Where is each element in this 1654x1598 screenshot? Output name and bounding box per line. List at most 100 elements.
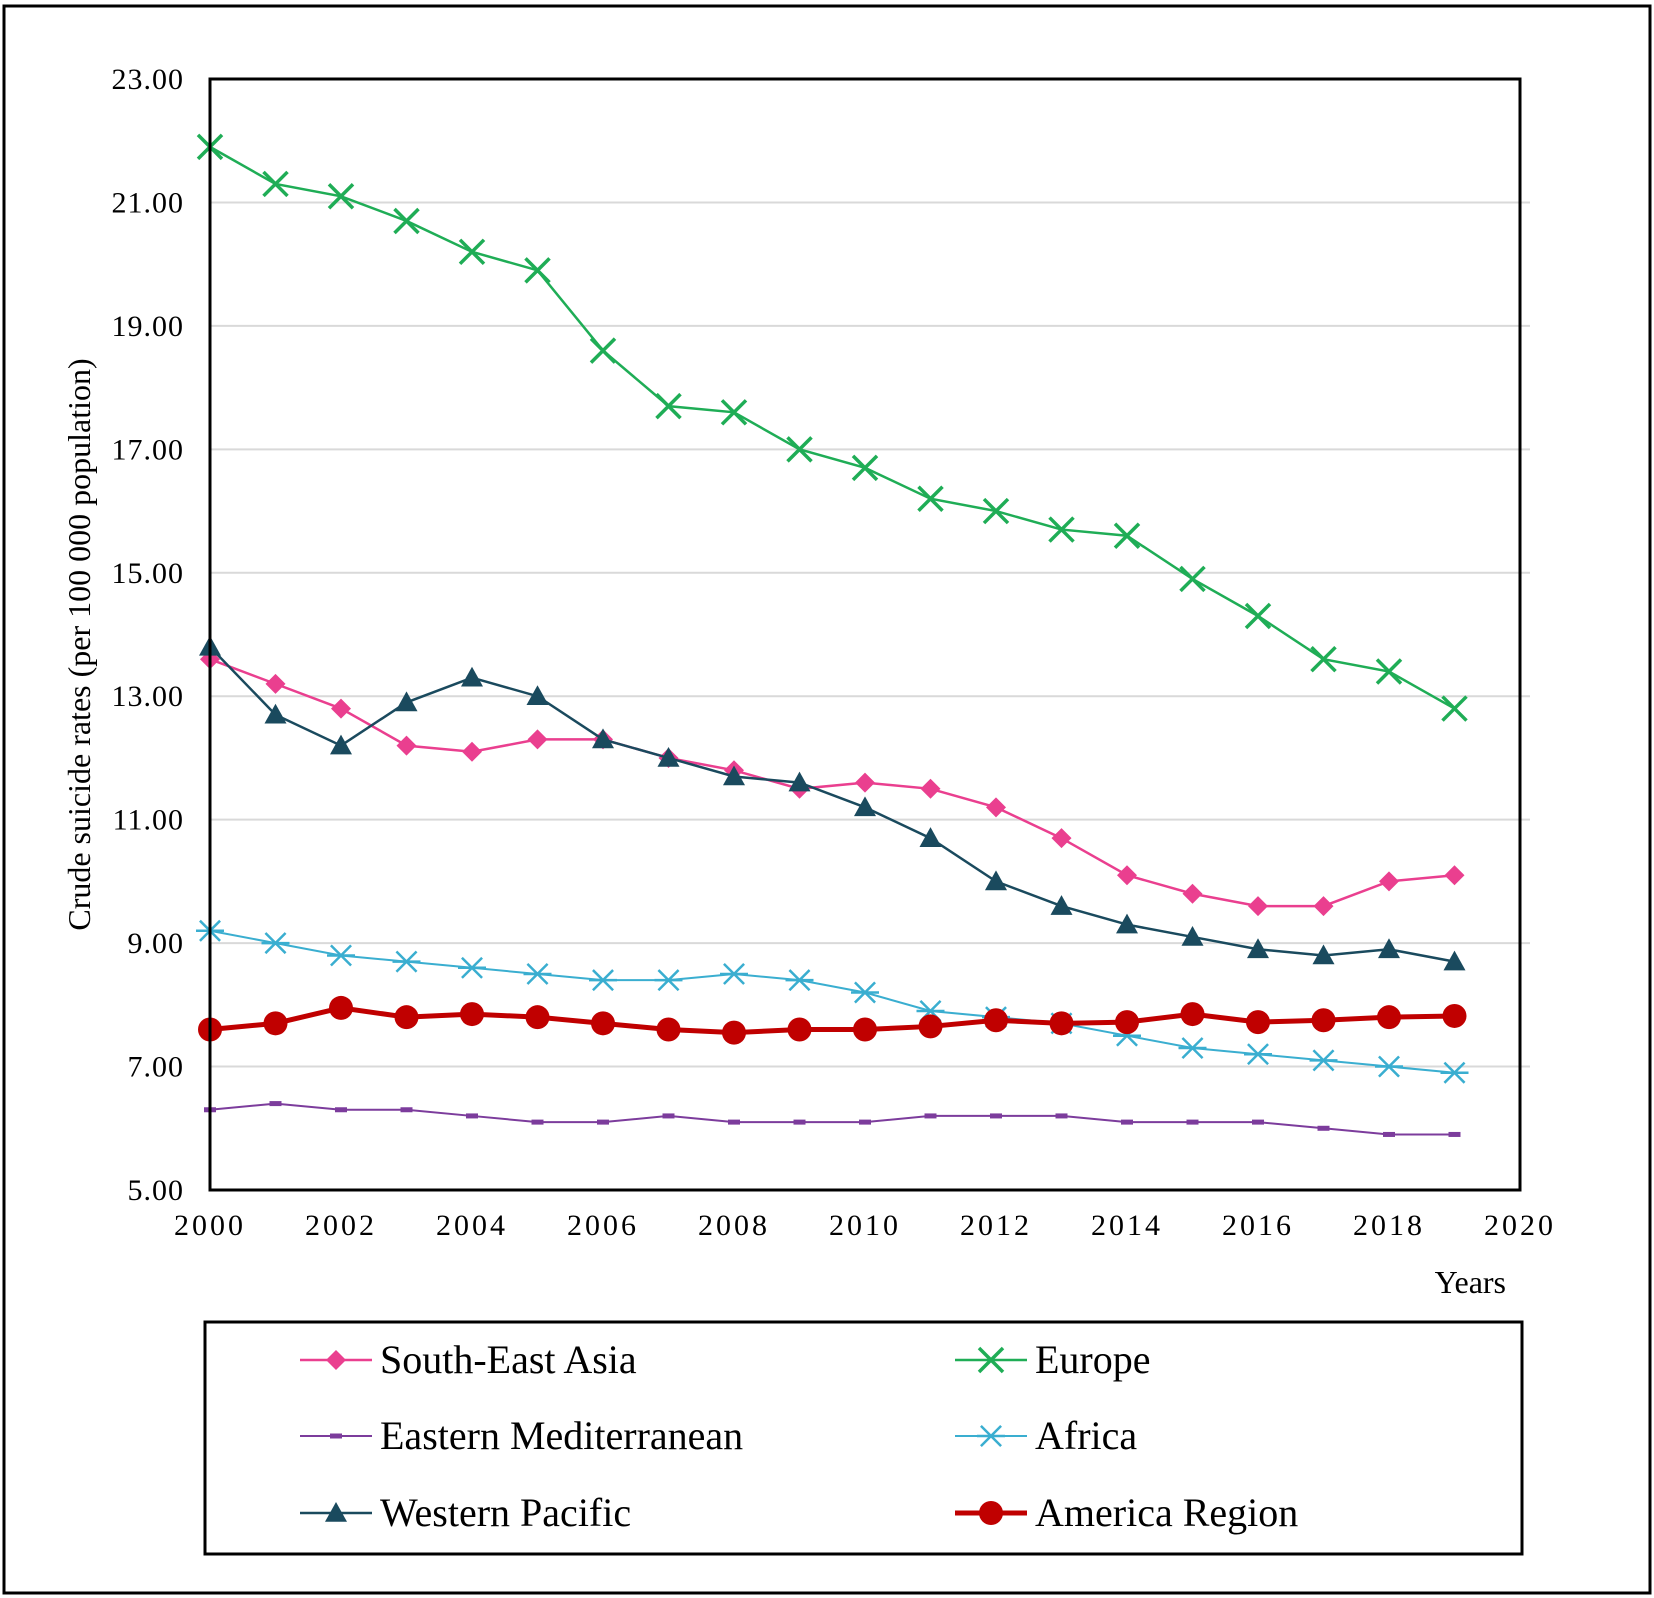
circle-marker (1049, 1011, 1074, 1036)
series-america-region (198, 995, 1467, 1045)
x-tick-label: 2010 (829, 1209, 901, 1242)
triangle-marker (854, 796, 876, 817)
x-marker (720, 399, 748, 426)
series-line (209, 145, 1456, 710)
diamond-marker (462, 741, 482, 762)
y-axis-ticks: 5.00 7.00 9.00 11.00 13.00 15.00 17.00 19.00 21.… (112, 63, 185, 1207)
asterisk-marker (261, 932, 290, 955)
triangle-marker (1443, 950, 1466, 971)
diamond-marker (1444, 865, 1465, 886)
asterisk-marker (1244, 1043, 1272, 1066)
legend-item: Western Pacific (300, 1490, 631, 1535)
x-tick-label: 2000 (174, 1209, 246, 1242)
x-marker (1113, 522, 1141, 549)
dash-marker (924, 1113, 937, 1119)
circle-marker (1180, 1002, 1205, 1027)
triangle-marker (526, 685, 549, 706)
circle-marker (979, 1501, 1003, 1525)
triangle-marker (592, 728, 614, 749)
circle-marker (853, 1017, 877, 1042)
x-marker (458, 238, 486, 266)
x-marker (655, 392, 682, 420)
dash-marker (330, 1433, 342, 1439)
circle-marker (525, 1005, 550, 1030)
dash-marker (728, 1119, 740, 1125)
series-line (209, 1102, 1455, 1136)
diamond-marker (331, 698, 351, 719)
triangle-marker (1181, 925, 1204, 946)
x-marker (851, 454, 879, 482)
x-marker (1310, 645, 1337, 673)
x-tick-label: 2016 (1222, 1209, 1294, 1242)
y-tick-label: 15.00 (112, 557, 185, 590)
x-tick-label: 2004 (436, 1209, 508, 1242)
diamond-marker (396, 735, 417, 756)
y-tick-label: 13.00 (112, 680, 185, 713)
y-tick-label: 23.00 (112, 63, 185, 96)
dash-marker (1055, 1113, 1068, 1119)
circle-marker (656, 1017, 681, 1042)
asterisk-marker (589, 969, 617, 992)
asterisk-marker (977, 1425, 1005, 1447)
circle-marker (329, 995, 353, 1020)
x-marker (524, 257, 551, 284)
circle-marker (1442, 1003, 1467, 1028)
x-tick-label: 2006 (567, 1209, 639, 1242)
y-tick-label: 9.00 (128, 927, 185, 960)
dash-marker (531, 1119, 544, 1125)
diamond-marker (527, 729, 548, 750)
triangle-marker (1247, 938, 1269, 959)
x-tick-label: 2020 (1484, 1209, 1556, 1242)
legend-label: Europe (1035, 1337, 1151, 1382)
legend-label: Africa (1035, 1413, 1137, 1458)
circle-marker (722, 1020, 746, 1045)
circle-marker (787, 1017, 812, 1042)
x-axis-title: Years (1435, 1264, 1506, 1300)
x-tick-label: 2014 (1091, 1209, 1163, 1242)
x-marker (1375, 658, 1403, 685)
x-marker (982, 497, 1010, 525)
x-marker (1244, 602, 1272, 630)
x-tick-label: 2018 (1353, 1209, 1425, 1242)
asterisk-marker (523, 963, 552, 985)
triangle-marker (1312, 944, 1335, 965)
x-marker (393, 207, 420, 235)
dash-marker (269, 1101, 282, 1107)
triangle-marker (325, 1502, 347, 1522)
triangle-marker (1050, 895, 1073, 915)
asterisk-marker (1375, 1055, 1403, 1078)
circle-marker (591, 1011, 615, 1036)
x-tick-label: 2008 (698, 1209, 770, 1242)
gridlines (210, 201, 1530, 1068)
triangle-marker (264, 703, 287, 724)
asterisk-marker (785, 969, 814, 992)
diamond-marker (986, 797, 1006, 818)
series-line (209, 658, 1455, 908)
dash-marker (793, 1119, 806, 1125)
legend-box (203, 1320, 1524, 1556)
dash-marker (662, 1113, 675, 1119)
x-marker (1048, 516, 1075, 543)
legend-item: Africa (955, 1413, 1137, 1458)
legend-label: Eastern Mediterranean (380, 1413, 743, 1458)
asterisk-marker (1440, 1061, 1469, 1084)
circle-marker (918, 1014, 943, 1039)
y-tick-label: 21.00 (112, 186, 185, 219)
asterisk-marker (327, 944, 355, 967)
y-axis-title: Crude suicide rates (per 100 000 populat… (61, 358, 97, 930)
diamond-marker (326, 1350, 346, 1370)
triangle-marker (1378, 938, 1400, 959)
x-tick-label: 2012 (960, 1209, 1032, 1242)
dash-marker (335, 1107, 347, 1113)
legend-item: Europe (955, 1337, 1151, 1382)
x-axis-ticks: 2000 2002 2004 2006 2008 2010 2012 2014 2016 2018… (174, 1209, 1556, 1242)
legend-item: Eastern Mediterranean (300, 1413, 743, 1458)
dash-marker (1252, 1119, 1264, 1125)
dash-marker (1121, 1119, 1133, 1125)
x-marker (1441, 695, 1468, 722)
diamond-marker (265, 673, 286, 694)
circle-marker (1377, 1005, 1401, 1030)
dash-marker (1317, 1125, 1330, 1131)
triangle-marker (330, 734, 352, 755)
